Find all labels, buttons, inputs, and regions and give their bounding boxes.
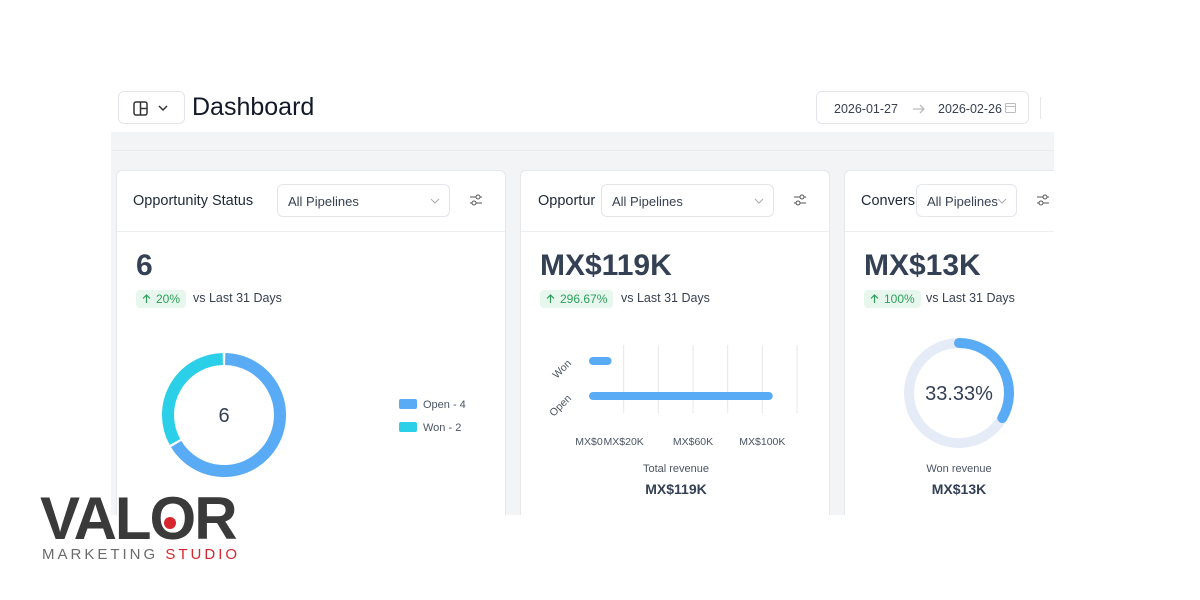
pipeline-select[interactable]: All Pipelines: [601, 184, 774, 217]
chart-caption: Won revenue: [926, 463, 991, 475]
pipeline-select[interactable]: All Pipelines: [277, 184, 450, 217]
bar: [589, 392, 773, 400]
change-value: 20%: [156, 292, 181, 306]
card-header: Opportur All Pipelines: [521, 171, 829, 232]
comparison: vs Last 31 Days: [193, 291, 282, 305]
bar: [589, 357, 612, 365]
metric-value: MX$13K: [864, 249, 981, 282]
change-value: 296.67%: [560, 292, 608, 306]
x-tick-label: MX$0: [575, 436, 603, 448]
change-badge: 100%: [864, 290, 921, 308]
donut-center-label: 6: [218, 405, 229, 427]
comparison: vs Last 31 Days: [621, 291, 710, 305]
legend-label: Won - 2: [423, 422, 461, 434]
pipeline-select[interactable]: All Pipelines: [916, 184, 1017, 217]
up-arrow: [142, 294, 151, 303]
filter-icon[interactable]: [793, 194, 807, 206]
up-arrow: [546, 294, 555, 303]
logo-ring: [164, 517, 176, 529]
card: Opportur All Pipelines MX$119K 296.67% v…: [520, 170, 830, 515]
select-value: All Pipelines: [612, 194, 683, 209]
category-label: Won: [550, 357, 574, 381]
select-value: All Pipelines: [288, 194, 359, 209]
chart: MX$0 MX$20K MX$60K MX$100K Won Open Total reve…: [547, 345, 798, 497]
x-tick-label: MX$100K: [739, 436, 785, 448]
page-title: Dashboard: [192, 93, 315, 121]
change-badge: 296.67%: [540, 290, 614, 308]
chevron: [997, 198, 1007, 204]
logo-name: VALOR: [40, 485, 238, 552]
card-header: Convers All Pipelines: [845, 171, 1054, 232]
logo-line-1: MARKETING: [42, 546, 159, 563]
select-value: All Pipelines: [927, 194, 998, 209]
change-badge: 20%: [136, 290, 187, 308]
chart: Open - 4 Won - 2 6: [162, 353, 466, 477]
divider: [1040, 97, 1041, 119]
metric-value: 6: [136, 249, 153, 282]
logo-tagline: MARKETING STUDIO: [42, 546, 240, 563]
chart-caption-value: MX$119K: [645, 481, 706, 497]
date-range[interactable]: 2026-01-27 2026-02-26: [816, 91, 1029, 124]
gauge-arc: [954, 338, 1014, 423]
change-value: 100%: [884, 292, 915, 306]
arrow-icon: [913, 104, 925, 114]
calendar-icon: [1005, 103, 1016, 113]
x-tick-label: MX$60K: [673, 436, 713, 448]
card-header: Opportunity Status All Pipelines: [117, 171, 505, 232]
filter-icon[interactable]: [1036, 194, 1050, 206]
date-start: 2026-01-27: [834, 102, 898, 116]
x-tick-label: MX$20K: [604, 436, 644, 448]
category-label: Open: [547, 392, 574, 419]
donut-segment: [170, 353, 286, 477]
legend-swatch: [399, 422, 417, 432]
chevron: [754, 198, 764, 204]
chart-caption-value: MX$13K: [932, 481, 986, 497]
card-title: Opportunity Status: [133, 193, 254, 209]
donut-segment: [162, 353, 224, 445]
chart-caption: Total revenue: [643, 463, 709, 475]
chart: 33.33% Won revenue MX$13K: [904, 338, 1014, 497]
card: Opportunity Status All Pipelines 6 20% v…: [116, 170, 506, 515]
filter-icon[interactable]: [469, 194, 483, 206]
comparison: vs Last 31 Days: [926, 291, 1015, 305]
dashboard-grid: Opportunity Status All Pipelines 6 20% v…: [111, 132, 1054, 515]
legend-label: Open - 4: [423, 399, 466, 411]
layout-button[interactable]: [118, 91, 185, 124]
band-line: [111, 150, 1054, 151]
date-end: 2026-02-26: [938, 102, 1002, 116]
card: Convers All Pipelines MX$13K 100% vs Las…: [844, 170, 1054, 515]
gauge-label: 33.33%: [925, 383, 993, 405]
up-arrow: [870, 294, 879, 303]
legend-swatch: [399, 399, 417, 409]
metric-value: MX$119K: [540, 249, 672, 282]
logo-line-2: STUDIO: [165, 546, 241, 563]
card-title: Convers: [861, 193, 915, 209]
card-title: Opportur: [538, 193, 596, 209]
chevron: [430, 198, 440, 204]
layout-icon: [133, 101, 168, 116]
